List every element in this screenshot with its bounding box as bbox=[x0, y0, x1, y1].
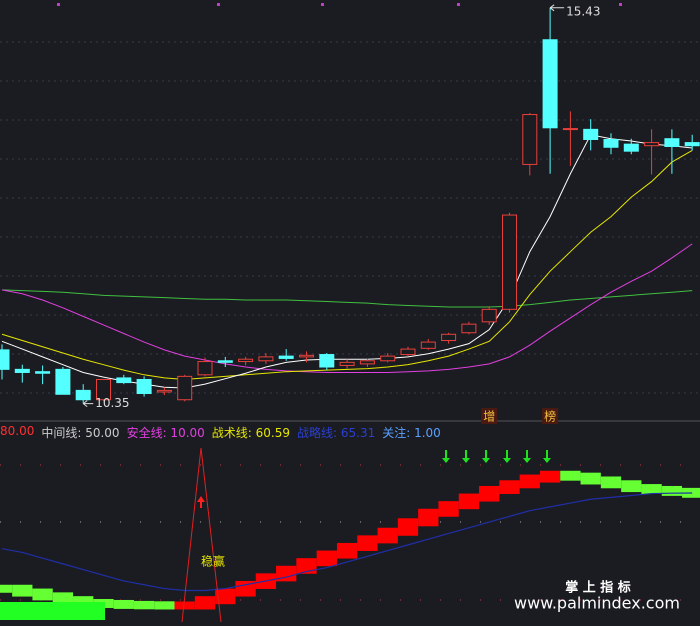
watermark-title: 掌 上 指 标 bbox=[565, 580, 631, 596]
candle-body bbox=[583, 128, 599, 140]
band-step bbox=[397, 518, 419, 536]
band-step bbox=[580, 472, 601, 485]
candle-body bbox=[319, 354, 335, 368]
candle-body bbox=[542, 39, 558, 129]
candle-body bbox=[96, 378, 111, 401]
band-step bbox=[418, 508, 439, 527]
legend-entry: 战略线: 65.31 bbox=[297, 426, 376, 440]
zone-block bbox=[0, 602, 105, 620]
band-step bbox=[336, 542, 358, 559]
band-step bbox=[296, 558, 317, 574]
candle-body bbox=[400, 348, 416, 356]
price-panel: 15.43 10.35 增 榜 bbox=[0, 4, 700, 424]
candle-body bbox=[420, 341, 436, 349]
band-step bbox=[600, 476, 622, 489]
candle-body bbox=[684, 142, 700, 147]
signal-box bbox=[481, 408, 498, 424]
band-step bbox=[73, 596, 94, 608]
candle-body bbox=[339, 361, 355, 366]
candle-body bbox=[502, 214, 517, 310]
candle-body bbox=[238, 358, 254, 363]
watermark-url: www.palmindex.com bbox=[514, 594, 680, 613]
band-step bbox=[560, 470, 581, 481]
band-step bbox=[235, 580, 256, 597]
band-step bbox=[0, 584, 13, 593]
band-step bbox=[377, 527, 398, 544]
band-step bbox=[194, 596, 216, 610]
candle-body bbox=[14, 368, 30, 373]
legend-entry: 关注: 1.00 bbox=[382, 426, 441, 440]
grid bbox=[0, 41, 700, 394]
band-step bbox=[458, 493, 480, 510]
band-step bbox=[661, 485, 683, 496]
candle-body bbox=[380, 355, 396, 362]
candle-body bbox=[197, 361, 213, 376]
candle-body bbox=[0, 349, 10, 370]
strategy-line bbox=[1, 492, 693, 592]
band-step bbox=[438, 501, 459, 517]
candle-body bbox=[116, 377, 132, 384]
band-step bbox=[12, 584, 33, 597]
candle-body bbox=[136, 378, 152, 395]
band-step bbox=[113, 599, 134, 609]
indicator-legend: 80.00 中间线: 50.00 安全线: 10.00 战术线: 60.59 战略线: … bbox=[0, 424, 441, 441]
indicator-label: 稳赢 bbox=[201, 554, 225, 569]
signal-label: 榜 bbox=[544, 409, 556, 424]
candle-body bbox=[156, 389, 172, 393]
ma-line bbox=[1, 289, 693, 308]
signal-box bbox=[542, 408, 559, 424]
candle-body bbox=[55, 368, 71, 395]
spike bbox=[181, 447, 222, 623]
band-step bbox=[519, 474, 540, 489]
candle-body bbox=[562, 128, 578, 131]
low-label: 10.35 bbox=[95, 396, 129, 410]
candle-body bbox=[603, 138, 619, 148]
band-step bbox=[316, 550, 337, 567]
band-step bbox=[641, 484, 662, 494]
annotation-arrow bbox=[549, 4, 565, 12]
decor bbox=[57, 3, 622, 6]
candle-body bbox=[217, 360, 233, 363]
legend-entry: 安全线: 10.00 bbox=[126, 426, 205, 440]
candle-body bbox=[278, 355, 294, 359]
candle-body bbox=[177, 375, 193, 401]
band-step bbox=[479, 485, 500, 502]
band-step bbox=[357, 535, 378, 551]
candle-body bbox=[299, 354, 314, 358]
ma-line bbox=[1, 243, 693, 373]
legend-entry: 中间线: 50.00 bbox=[41, 426, 120, 440]
candle-body bbox=[522, 114, 538, 165]
band-step bbox=[174, 601, 195, 610]
ma-line bbox=[1, 134, 693, 389]
candle-body bbox=[664, 138, 680, 147]
candle-body bbox=[258, 356, 274, 362]
candle-body bbox=[481, 308, 497, 323]
band-step bbox=[499, 480, 520, 494]
signal-label: 增 bbox=[483, 410, 495, 424]
band-step bbox=[276, 565, 297, 582]
indicator-panel bbox=[0, 470, 700, 610]
candle-body bbox=[623, 143, 639, 152]
band-step bbox=[52, 592, 74, 605]
candle-body bbox=[35, 371, 51, 374]
ma-line bbox=[1, 149, 693, 380]
candle-body bbox=[359, 360, 375, 365]
band-step bbox=[215, 588, 236, 605]
candle-body bbox=[441, 333, 457, 342]
band-step bbox=[539, 470, 561, 483]
band-step bbox=[133, 600, 155, 610]
annotation-arrow bbox=[82, 400, 94, 408]
band-step bbox=[154, 601, 175, 610]
legend-entry: 战术线: 60.59 bbox=[211, 426, 291, 440]
candle-body bbox=[75, 389, 91, 401]
buy-arrows bbox=[442, 450, 551, 463]
legend-entry: 80.00 bbox=[0, 424, 35, 438]
high-label: 15.43 bbox=[566, 4, 600, 18]
band-step bbox=[32, 588, 53, 601]
candle-body bbox=[461, 323, 477, 334]
candle-body bbox=[644, 142, 660, 147]
band-step bbox=[621, 480, 642, 493]
